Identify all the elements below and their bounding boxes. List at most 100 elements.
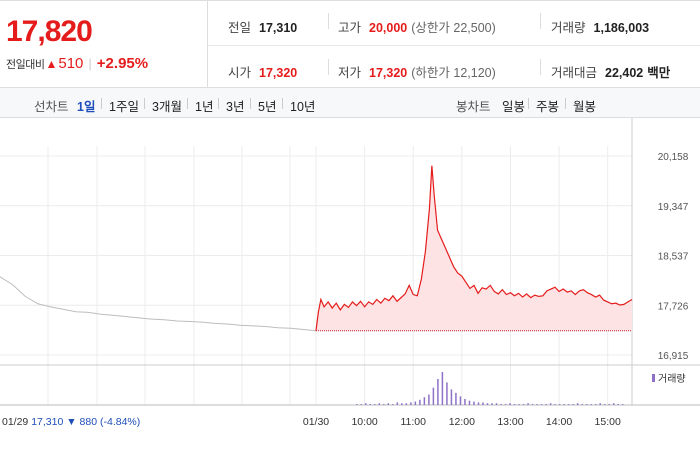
volume-bar <box>576 403 579 405</box>
tab-1day[interactable]: 1일 <box>77 100 96 114</box>
volume-bar <box>513 404 516 405</box>
volume-bar <box>581 404 583 405</box>
trade-value: 거래대금 22,402 백만 <box>551 66 671 80</box>
tab-weekly-candle[interactable]: 주봉 <box>536 100 560 114</box>
quote-panel: 17,820 전일대비 ▲ 510 | +2.95% 전일 17,310 고가 … <box>0 0 700 89</box>
volume-bar <box>383 404 385 405</box>
volume-bar <box>387 403 390 405</box>
volume-bar <box>522 404 525 405</box>
volume-bar <box>360 404 363 405</box>
volume-bar <box>536 404 538 405</box>
y-tick-label: 19,347 <box>658 202 689 213</box>
volume-bar <box>531 404 534 405</box>
volume-bar <box>617 404 619 405</box>
up-triangle-icon: ▲ <box>45 56 58 71</box>
high-price: 고가 20,000 (상한가 22,500) <box>338 21 496 35</box>
prev-day-line <box>0 276 317 332</box>
volume-bar <box>459 396 462 405</box>
change-percent: +2.95% <box>96 55 149 72</box>
candle-chart-label: 봉차트 <box>456 100 491 114</box>
x-tick-label: 12:00 <box>449 416 475 428</box>
today-price-line <box>315 165 633 331</box>
x-tick-label: 01/30 <box>303 416 329 428</box>
y-tick-label: 20,158 <box>658 152 689 163</box>
volume-bar <box>446 382 448 405</box>
volume-bar <box>563 404 565 405</box>
volume: 거래량 1,186,003 <box>551 21 650 35</box>
tab-10year[interactable]: 10년 <box>290 100 316 114</box>
current-price-box: 17,820 전일대비 ▲ 510 | +2.95% <box>0 1 208 89</box>
volume-bar <box>500 404 502 405</box>
tab-1week[interactable]: 1주일 <box>109 100 139 114</box>
volume-bar <box>455 392 457 405</box>
prev-close: 전일 17,310 <box>228 21 298 35</box>
change-label: 전일대비 <box>6 58 45 71</box>
volume-bar <box>603 404 606 405</box>
volume-bar <box>477 402 480 405</box>
tab-daily-candle[interactable]: 일봉 <box>502 100 526 114</box>
tab-3month[interactable]: 3개월 <box>152 100 182 114</box>
x-tick-label: 10:00 <box>351 416 377 428</box>
volume-bar <box>540 404 543 405</box>
volume-bar <box>432 387 435 405</box>
price-change-row: 전일대비 ▲ 510 | +2.95% <box>6 55 148 72</box>
volume-bar <box>464 398 466 405</box>
volume-bar <box>374 404 376 405</box>
volume-bar <box>495 403 498 405</box>
volume-bar <box>590 404 592 405</box>
volume-bar <box>491 403 493 405</box>
volume-bar <box>567 404 570 405</box>
volume-legend-label: 거래량 <box>658 373 686 385</box>
volume-bar <box>545 404 547 405</box>
prev-day-date: 01/29 17,310 ▼ 880 (-4.84%) <box>2 416 140 428</box>
volume-bar <box>450 389 453 405</box>
x-tick-label: 11:00 <box>400 416 426 428</box>
today-area-fill <box>316 165 632 331</box>
open-price: 시가 17,320 <box>228 66 298 80</box>
x-tick-label: 14:00 <box>546 416 572 428</box>
y-tick-label: 16,915 <box>658 351 689 362</box>
volume-bar <box>428 394 430 405</box>
tab-1year[interactable]: 1년 <box>195 100 214 114</box>
volume-bar <box>482 402 484 405</box>
y-tick-label: 18,537 <box>658 252 689 263</box>
volume-bar <box>612 403 615 405</box>
price-chart-svg: 20,158 19,347 18,537 17,726 16,915 거래량 01/29… <box>0 118 700 428</box>
x-tick-label: 13:00 <box>497 416 523 428</box>
volume-bar <box>554 404 556 405</box>
low-price: 저가 17,320 (하한가 12,120) <box>338 66 496 80</box>
row-divider <box>208 45 700 46</box>
volume-bar <box>405 403 408 405</box>
volume-bar <box>423 397 426 405</box>
tab-5year[interactable]: 5년 <box>258 100 277 114</box>
volume-bar <box>572 404 574 405</box>
price-chart[interactable]: 20,158 19,347 18,537 17,726 16,915 거래량 01/29… <box>0 118 700 450</box>
volume-bar <box>441 372 444 405</box>
volume-bar <box>365 403 367 405</box>
volume-bar <box>504 404 507 405</box>
volume-bar <box>437 378 439 405</box>
y-tick-label: 17,726 <box>658 301 689 312</box>
volume-bar <box>527 403 529 405</box>
volume-bar <box>468 400 471 405</box>
volume-bar <box>549 403 552 405</box>
volume-legend-swatch <box>652 374 655 382</box>
volume-bar <box>369 404 372 405</box>
volume-bar <box>599 403 601 405</box>
volume-bar <box>410 402 412 405</box>
volume-bar <box>396 402 399 405</box>
volume-bar <box>518 404 520 405</box>
line-chart-label: 선차트 <box>34 100 69 114</box>
volume-bar <box>486 403 489 405</box>
current-price: 17,820 <box>6 15 93 48</box>
volume-bar <box>594 404 597 405</box>
volume-bar <box>414 401 417 405</box>
tab-3year[interactable]: 3년 <box>226 100 245 114</box>
prev-day-change: 17,310 ▼ 880 (-4.84%) <box>31 416 140 428</box>
volume-bar <box>473 401 475 405</box>
volume-bar <box>608 404 610 405</box>
tab-monthly-candle[interactable]: 월봉 <box>573 100 597 114</box>
volume-bar <box>378 403 381 405</box>
volume-bar <box>622 404 624 405</box>
volume-bar <box>401 403 403 405</box>
